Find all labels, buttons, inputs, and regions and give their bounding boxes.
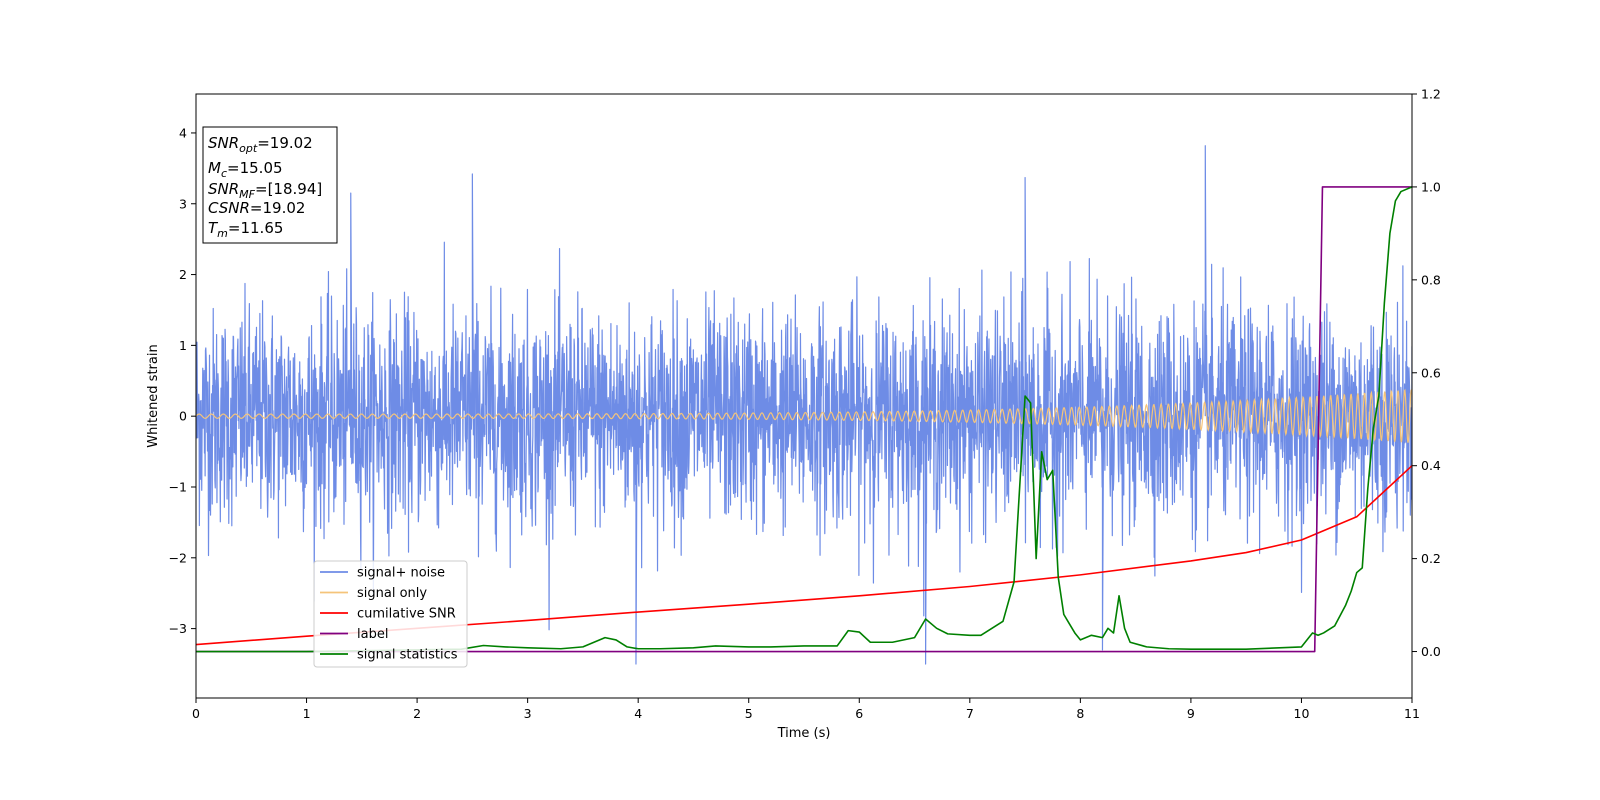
annotation-subscript: m (217, 227, 228, 240)
y-left-tick-label: 2 (179, 267, 187, 282)
y-left-tick-label: 0 (179, 409, 187, 424)
y-right-tick-label: 1.2 (1421, 87, 1441, 102)
legend-label: cumilative SNR (357, 607, 456, 622)
annotation-symbol: T (208, 219, 219, 237)
y-right-tick-label: 0.6 (1421, 365, 1441, 380)
legend-frame (313, 560, 468, 668)
annotation-value: =[18.94] (255, 180, 322, 198)
y-right-tick-label: 0.8 (1421, 272, 1441, 287)
y-left-tick-label: 1 (179, 338, 187, 353)
annotation-symbol: SNR (208, 134, 239, 152)
x-tick-label: 3 (524, 706, 532, 721)
y-right-tick-label: 0.4 (1421, 458, 1441, 473)
x-tick-label: 2 (413, 706, 421, 721)
y-left-tick-label: 3 (179, 196, 187, 211)
annotation-value: =19.02 (257, 134, 313, 152)
legend: signal+ noise signal only cumilative SNR la… (313, 560, 468, 668)
annotation-symbol: M (208, 159, 221, 177)
series-layer (196, 145, 1412, 665)
y-left-tick-label: −2 (169, 550, 187, 565)
plot-frame (195, 93, 1413, 699)
annotation-value: =19.02 (250, 199, 306, 217)
y-right-tick-label: 0.2 (1421, 551, 1441, 566)
annotation-box: SNRopt=19.02Mc=15.05SNRMF=[18.94]CSNR=19… (202, 126, 338, 244)
annotation-line: Tm=11.65 (208, 219, 283, 240)
series-signal-noise (196, 145, 1412, 665)
annotation-line: CSNR=19.02 (208, 199, 305, 217)
x-tick-label: 8 (1076, 706, 1084, 721)
series-signal-statistics (196, 186, 1412, 653)
series-signal-only (196, 388, 1412, 443)
legend-label: signal statistics (357, 648, 458, 663)
annotation-symbol: CSNR (208, 199, 250, 217)
annotation-value: =15.05 (227, 159, 283, 177)
y-axis-label: Whitened strain (146, 344, 161, 447)
y-left-tick-label: 4 (179, 125, 187, 140)
annotation-subscript: MF (239, 188, 255, 201)
annotation-subscript: c (221, 167, 227, 180)
x-tick-label: 4 (634, 706, 642, 721)
annotation-line: SNRMF=[18.94] (208, 180, 322, 201)
series-label (196, 186, 1412, 653)
annotation-line: Mc=15.05 (208, 159, 283, 180)
x-axis: 0 1 2 3 4 5 6 7 8 9 10 11 (192, 698, 1420, 721)
annotation-line: SNRopt=19.02 (208, 134, 313, 155)
x-axis-label: Time (s) (777, 726, 831, 741)
x-tick-label: 9 (1187, 706, 1195, 721)
legend-label: label (357, 627, 388, 642)
x-tick-label: 5 (745, 706, 753, 721)
y-left-tick-label: −1 (169, 479, 187, 494)
y-axis-right: 0.0 0.2 0.4 0.6 0.8 1.0 1.2 (1412, 87, 1441, 659)
y-axis-left: −3 −2 −1 0 1 2 3 4 (169, 125, 196, 636)
x-tick-label: 11 (1404, 706, 1420, 721)
x-tick-label: 6 (855, 706, 863, 721)
annotation-frame (202, 126, 338, 244)
legend-label: signal+ noise (357, 566, 445, 581)
annotation-value: =11.65 (228, 219, 284, 237)
y-right-tick-label: 0.0 (1421, 644, 1441, 659)
y-left-tick-label: −3 (169, 621, 187, 636)
legend-label: signal only (357, 586, 427, 601)
x-tick-label: 7 (966, 706, 974, 721)
x-tick-label: 10 (1294, 706, 1310, 721)
annotation-subscript: opt (239, 142, 258, 155)
x-tick-label: 0 (192, 706, 200, 721)
y-right-tick-label: 1.0 (1421, 179, 1441, 194)
annotation-symbol: SNR (208, 180, 239, 198)
x-tick-label: 1 (303, 706, 311, 721)
